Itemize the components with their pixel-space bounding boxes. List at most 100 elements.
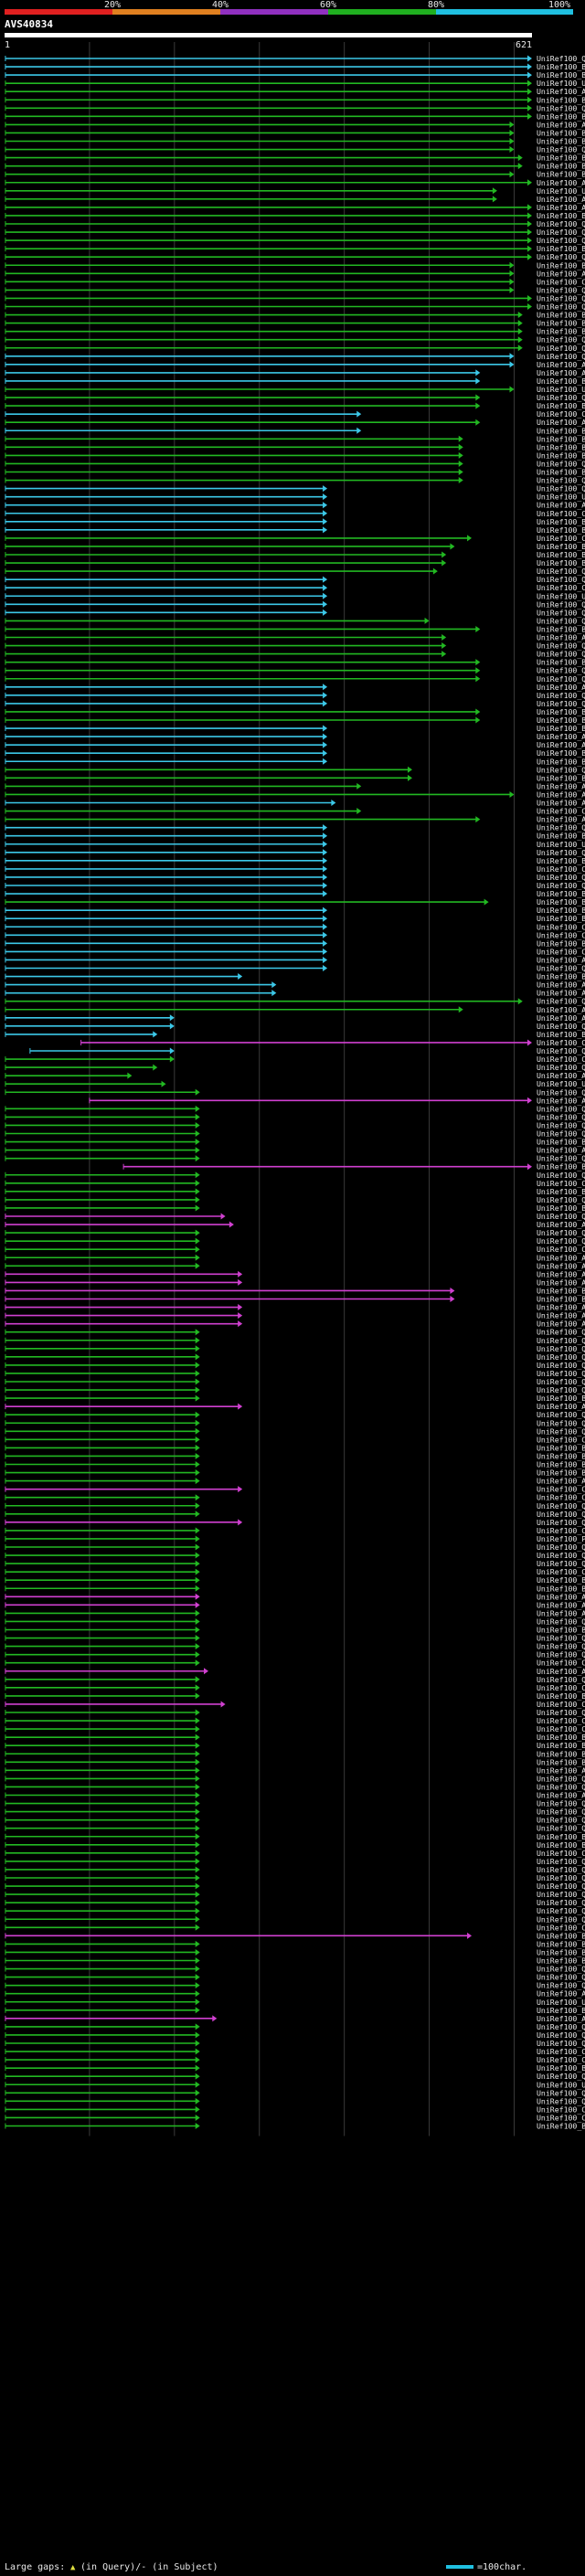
hit-row[interactable]: UniRef100_Q5ZVW2 xyxy=(5,344,585,353)
hit-row[interactable]: UniRef100_B9MXN6 xyxy=(5,1733,585,1742)
hit-row[interactable]: UniRef100_B9SJ54 xyxy=(5,773,585,782)
hit-label[interactable]: UniRef100_A9RAB2 xyxy=(537,781,585,790)
hit-row[interactable]: UniRef100_A7P2Q2 xyxy=(5,120,585,129)
hit-row[interactable]: UniRef100_C6T1H7 xyxy=(5,1716,585,1725)
hit-label[interactable]: UniRef100_A7P5DU xyxy=(537,195,585,204)
hit-row[interactable]: UniRef100_A0CLL9 xyxy=(5,1311,585,1320)
hit-label[interactable]: UniRef100_A3C858 xyxy=(537,1765,585,1775)
hit-label[interactable]: UniRef100_C5YW11 xyxy=(537,534,585,543)
hit-label[interactable]: UniRef100_A9NXQ5 xyxy=(537,1146,585,1155)
hit-row[interactable]: UniRef100_Q84VZ5 xyxy=(5,1906,585,1915)
hit-row[interactable]: UniRef100_C5YG26 xyxy=(5,277,585,286)
hit-label[interactable]: UniRef100_Q6SF36 xyxy=(537,236,585,245)
hit-label[interactable]: UniRef100_Q52U0 xyxy=(537,650,585,659)
hit-row[interactable]: UniRef100_Q11CD3 xyxy=(5,1063,585,1072)
hit-label[interactable]: UniRef100_B2Z453 xyxy=(537,972,585,981)
hit-row[interactable]: UniRef100_C1D8K1 xyxy=(5,2047,585,2056)
hit-row[interactable]: UniRef100_B9SN8 xyxy=(5,2122,585,2131)
hit-label[interactable]: UniRef100_B3GCL1 xyxy=(537,137,585,146)
hit-row[interactable]: UniRef100_A0D7R0 xyxy=(5,1303,585,1312)
hit-row[interactable]: UniRef100_Q9LM33 xyxy=(5,823,585,832)
hit-label[interactable]: UniRef100_A0EB11 xyxy=(537,1220,585,1229)
hit-label[interactable]: UniRef100_Q676J8 xyxy=(537,1824,585,1833)
hit-row[interactable]: UniRef100_A4PRI4 xyxy=(5,989,585,998)
hit-row[interactable]: UniRef100_Q6Z9G0 xyxy=(5,873,585,882)
hit-label[interactable]: UniRef100_B9A9A7 xyxy=(537,1030,585,1039)
hit-row[interactable]: UniRef100_Q67AG1 xyxy=(5,1087,585,1097)
hit-label[interactable]: UniRef100_A8JI35 xyxy=(537,1071,585,1080)
hit-label[interactable]: UniRef100_A7P2Q2 xyxy=(537,120,585,129)
hit-row[interactable]: UniRef100_Q72804 xyxy=(5,2039,585,2048)
hit-label[interactable]: UniRef100_Q7UQ62 xyxy=(537,666,585,675)
hit-label[interactable]: UniRef100_B3IWK6 xyxy=(537,1394,585,1403)
hit-label[interactable]: UniRef100_B3GCK9 xyxy=(537,748,585,758)
hit-label[interactable]: UniRef100_C1EEY0 xyxy=(537,1724,585,1733)
hit-label[interactable]: UniRef100_A9SHS9 xyxy=(537,368,585,377)
hit-label[interactable]: UniRef100_Q9S0H6 xyxy=(537,1195,585,1204)
hit-label[interactable]: UniRef100_Q40532 xyxy=(537,1410,585,1419)
hit-row[interactable]: UniRef100_B9GA99 xyxy=(5,707,585,716)
hit-label[interactable]: UniRef100_B4F484 xyxy=(537,1840,585,1850)
hit-label[interactable]: UniRef100_B8AMB7 xyxy=(537,376,585,386)
hit-row[interactable]: UniRef100_B3GCK9 xyxy=(5,748,585,758)
hit-label[interactable]: UniRef100_Q7XHX0 xyxy=(537,599,585,609)
hit-row[interactable]: UniRef100_UP1000... xyxy=(5,840,585,849)
hit-row[interactable]: UniRef100_Q9LUE3 xyxy=(5,293,585,302)
hit-row[interactable]: UniRef100_UP1000... xyxy=(5,79,585,88)
hit-row[interactable]: UniRef100_B2BDE6 xyxy=(5,1468,585,1478)
hit-label[interactable]: UniRef100_A7P3M1 xyxy=(537,955,585,964)
hit-label[interactable]: UniRef100_Q9AYN8 xyxy=(537,1617,585,1626)
hit-label[interactable]: UniRef100_UP1000... xyxy=(537,1079,585,1088)
hit-label[interactable]: UniRef100_Q39026 xyxy=(537,1807,585,1817)
hit-label[interactable]: UniRef100_Q9SV03 xyxy=(537,302,585,312)
hit-label[interactable]: UniRef100_Q7XR00 xyxy=(537,608,585,617)
hit-label[interactable]: UniRef100_B2KZ05 xyxy=(537,1162,585,1171)
hit-label[interactable]: UniRef100_Q5J4W4 xyxy=(537,1228,585,1237)
hit-row[interactable]: UniRef100_C5ZFN3 xyxy=(5,864,585,874)
hit-row[interactable]: UniRef100_Q6R1T8 xyxy=(5,393,585,402)
hit-label[interactable]: UniRef100_A9SRZ9 xyxy=(537,269,585,278)
hit-label[interactable]: UniRef100_B7FKX6 xyxy=(537,1947,585,1956)
hit-row[interactable]: UniRef100_C5YW66 xyxy=(5,409,585,419)
hit-row[interactable]: UniRef100_B7E6Q5 xyxy=(5,327,585,336)
hit-label[interactable]: UniRef100_B912G2 xyxy=(537,517,585,526)
hit-row[interactable]: UniRef100_B3GCL0 xyxy=(5,558,585,567)
hit-label[interactable]: UniRef100_A7PH48 xyxy=(537,501,585,510)
hit-row[interactable]: UniRef100_C5ZHL6 xyxy=(5,2113,585,2122)
hit-row[interactable]: UniRef100_C6TEP0 xyxy=(5,1683,585,1692)
hit-label[interactable]: UniRef100_B4FN55 xyxy=(537,1749,585,1758)
hit-label[interactable]: UniRef100_C7EN13 xyxy=(537,1567,585,1576)
hit-label[interactable]: UniRef100_B9LQD5 xyxy=(537,468,585,477)
hit-row[interactable]: UniRef100_Q4A994 xyxy=(5,765,585,774)
hit-label[interactable]: UniRef100_C5YW36 xyxy=(537,947,585,956)
hit-row[interactable]: UniRef100_A8J725 xyxy=(5,981,585,990)
hit-row[interactable]: UniRef100_Q5XU40 xyxy=(5,567,585,576)
hit-row[interactable]: UniRef100_A7QNU6 xyxy=(5,1608,585,1617)
hit-row[interactable]: UniRef100_B9RC67 xyxy=(5,2006,585,2015)
hit-row[interactable]: UniRef100_B9HB11 xyxy=(5,111,585,121)
hit-row[interactable]: UniRef100_B2KZ05 xyxy=(122,1162,585,1171)
hit-label[interactable]: UniRef100_Q9H083 xyxy=(537,1551,585,1560)
hit-label[interactable]: UniRef100_C7YP45 xyxy=(537,2055,585,2064)
hit-label[interactable]: UniRef100_A9RXN1 xyxy=(537,732,585,741)
hit-label[interactable]: UniRef100_Q6R1T8 xyxy=(537,393,585,402)
hit-row[interactable]: UniRef100_A5H2L0 xyxy=(5,1477,585,1486)
hit-label[interactable]: UniRef100_A0ES36 xyxy=(537,1592,585,1601)
hit-row[interactable]: UniRef100_A7P3F0 xyxy=(5,1791,585,1800)
hit-row[interactable]: UniRef100_Q9LQ09 xyxy=(5,1708,585,1717)
hit-row[interactable]: UniRef100_Q95JG9 xyxy=(5,54,585,63)
hit-label[interactable]: UniRef100_Q9M0S1 xyxy=(537,1865,585,1874)
hit-label[interactable]: UniRef100_C1E8Y8 xyxy=(537,1055,585,1064)
hit-row[interactable]: UniRef100_Q8T6L7 xyxy=(5,2022,585,2031)
hit-row[interactable]: UniRef100_Q40531 xyxy=(5,1634,585,1643)
hit-label[interactable]: UniRef100_B8LQ04 xyxy=(537,1443,585,1452)
hit-label[interactable]: UniRef100_A7R0F4 xyxy=(537,740,585,749)
hit-row[interactable]: UniRef100_B5M125 xyxy=(5,1741,585,1750)
hit-label[interactable]: UniRef100_C5ZHL6 xyxy=(537,2113,585,2122)
hit-label[interactable]: UniRef100_Q0E459 xyxy=(537,691,585,700)
hit-row[interactable]: UniRef100_Q7QYJ0 xyxy=(5,674,585,684)
hit-label[interactable]: UniRef100_C4PG88 xyxy=(537,1245,585,1254)
hit-row[interactable]: UniRef100_B8B204 xyxy=(5,451,585,460)
hit-row[interactable]: UniRef100_UP1000... xyxy=(5,1998,585,2007)
hit-label[interactable]: UniRef100_Q11CD3 xyxy=(537,1063,585,1072)
